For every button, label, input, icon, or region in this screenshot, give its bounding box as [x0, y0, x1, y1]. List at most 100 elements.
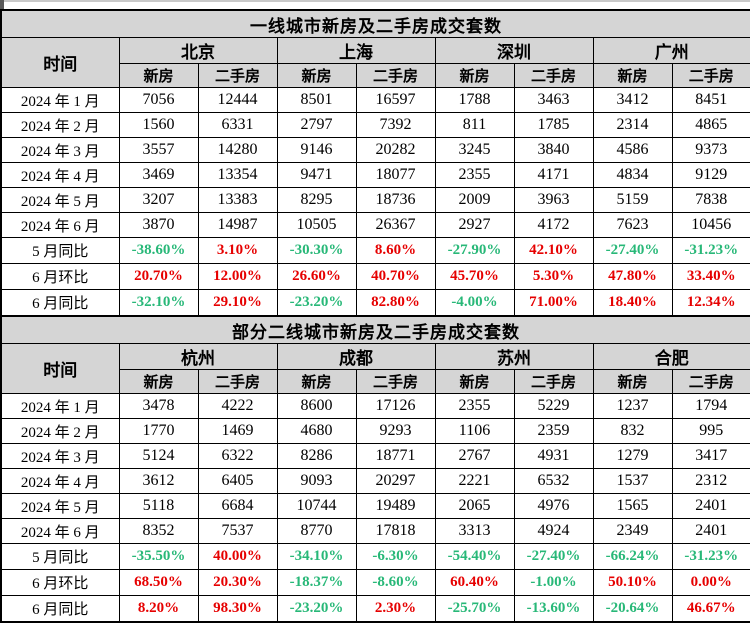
city-header: 北京: [118, 37, 278, 64]
value-cell: 8295: [276, 187, 357, 213]
city-header: 苏州: [434, 343, 594, 370]
value-cell: 18077: [355, 162, 436, 188]
value-cell: 1788: [434, 87, 515, 113]
row-label: 6 月同比: [0, 595, 120, 623]
value-cell: 14280: [197, 137, 278, 163]
city-header-row: 时间 杭州 成都 苏州 合肥: [0, 343, 750, 394]
value-cell: 2312: [671, 468, 750, 494]
value-cell: 2927: [434, 212, 515, 238]
pct-cell: 42.10%: [513, 237, 594, 264]
sub-column-header: 二手房: [355, 369, 436, 394]
city-header: 合肥: [592, 343, 750, 370]
sub-column-header: 新房: [592, 369, 673, 394]
pct-cell: 50.10%: [592, 569, 673, 596]
value-cell: 1785: [513, 112, 594, 138]
row-label: 6 月环比: [0, 569, 120, 596]
sub-column-header: 新房: [118, 369, 199, 394]
value-cell: 5229: [513, 393, 594, 419]
value-cell: 3245: [434, 137, 515, 163]
value-cell: 4865: [671, 112, 750, 138]
value-cell: 3963: [513, 187, 594, 213]
city-header: 深圳: [434, 37, 594, 64]
row-label: 2024 年 1 月: [0, 87, 120, 113]
value-cell: 8352: [118, 518, 199, 544]
value-cell: 2065: [434, 493, 515, 519]
pct-cell: -35.50%: [118, 543, 199, 570]
value-cell: 2359: [513, 418, 594, 444]
row-label: 6 月环比: [0, 263, 120, 290]
value-cell: 6532: [513, 468, 594, 494]
value-cell: 1106: [434, 418, 515, 444]
table-title: 一线城市新房及二手房成交套数: [0, 9, 750, 38]
value-cell: 2314: [592, 112, 673, 138]
pct-row: 5 月同比 -35.50% 40.00% -34.10% -6.30% -54.40% -2…: [0, 543, 750, 570]
value-cell: 4172: [513, 212, 594, 238]
row-label: 2024 年 6 月: [0, 518, 120, 544]
row-label: 2024 年 5 月: [0, 493, 120, 519]
value-cell: 9129: [671, 162, 750, 188]
data-row: 2024 年 6 月 3870 14987 10505 26367 2927 4172 762…: [0, 212, 750, 238]
value-cell: 3417: [671, 443, 750, 469]
pct-cell: 8.20%: [118, 595, 199, 623]
pct-row: 6 月环比 20.70% 12.00% 26.60% 40.70% 45.70% 5.30%…: [0, 263, 750, 290]
value-cell: 9093: [276, 468, 357, 494]
pct-cell: -18.37%: [276, 569, 357, 596]
value-cell: 3557: [118, 137, 199, 163]
value-cell: 4931: [513, 443, 594, 469]
value-cell: 832: [592, 418, 673, 444]
value-cell: 4976: [513, 493, 594, 519]
value-cell: 17126: [355, 393, 436, 419]
value-cell: 16597: [355, 87, 436, 113]
sub-column-header: 新房: [434, 63, 515, 88]
data-row: 2024 年 3 月 5124 6322 8286 18771 2767 4931 1279 3…: [0, 443, 750, 469]
value-cell: 8600: [276, 393, 357, 419]
value-cell: 2349: [592, 518, 673, 544]
sub-column-header: 二手房: [197, 63, 278, 88]
row-label: 2024 年 2 月: [0, 418, 120, 444]
screenshot-edge-artifact: [0, 0, 4, 9]
row-label: 2024 年 3 月: [0, 137, 120, 163]
value-cell: 7623: [592, 212, 673, 238]
pct-cell: -32.10%: [118, 289, 199, 317]
pct-cell: -25.70%: [434, 595, 515, 623]
pct-cell: 12.00%: [197, 263, 278, 290]
data-row: 2024 年 6 月 8352 7537 8770 17818 3313 4924 2349 2…: [0, 518, 750, 544]
pct-cell: -31.23%: [671, 543, 750, 570]
pct-cell: -8.60%: [355, 569, 436, 596]
pct-cell: -31.23%: [671, 237, 750, 264]
pct-cell: 60.40%: [434, 569, 515, 596]
pct-cell: 26.60%: [276, 263, 357, 290]
pct-cell: 71.00%: [513, 289, 594, 317]
value-cell: 5159: [592, 187, 673, 213]
row-label: 6 月同比: [0, 289, 120, 317]
sub-column-header: 新房: [592, 63, 673, 88]
pct-cell: -23.20%: [276, 289, 357, 317]
value-cell: 13354: [197, 162, 278, 188]
value-cell: 13383: [197, 187, 278, 213]
pct-cell: 33.40%: [671, 263, 750, 290]
data-row: 2024 年 2 月 1770 1469 4680 9293 1106 2359 832 995: [0, 418, 750, 444]
sub-header-row: 新房 二手房 新房 二手房 新房 二手房 新房 二手房: [1, 369, 750, 394]
value-cell: 7838: [671, 187, 750, 213]
table-title-row: 部分二线城市新房及二手房成交套数: [0, 315, 750, 344]
sub-column-header: 新房: [434, 369, 515, 394]
pct-cell: -30.30%: [276, 237, 357, 264]
value-cell: 2401: [671, 518, 750, 544]
value-cell: 8770: [276, 518, 357, 544]
value-cell: 17818: [355, 518, 436, 544]
pct-cell: -54.40%: [434, 543, 515, 570]
value-cell: 3463: [513, 87, 594, 113]
value-cell: 7056: [118, 87, 199, 113]
value-cell: 6405: [197, 468, 278, 494]
value-cell: 2767: [434, 443, 515, 469]
time-column-header: 时间: [0, 343, 120, 394]
pct-cell: 20.30%: [197, 569, 278, 596]
value-cell: 2009: [434, 187, 515, 213]
pct-cell: -23.20%: [276, 595, 357, 623]
value-cell: 1237: [592, 393, 673, 419]
value-cell: 995: [671, 418, 750, 444]
pct-cell: 40.70%: [355, 263, 436, 290]
pct-row: 6 月同比 8.20% 98.30% -23.20% 2.30% -25.70% -13.6…: [0, 595, 750, 623]
value-cell: 3313: [434, 518, 515, 544]
data-row: 2024 年 1 月 7056 12444 8501 16597 1788 3463 3412…: [0, 87, 750, 113]
